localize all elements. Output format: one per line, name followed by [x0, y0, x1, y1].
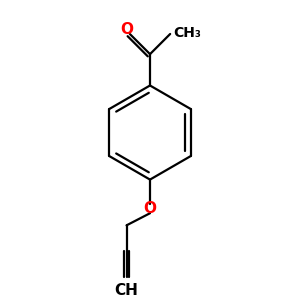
- Text: CH: CH: [115, 283, 139, 298]
- Text: CH₃: CH₃: [174, 26, 202, 40]
- Text: O: O: [120, 22, 133, 38]
- Text: O: O: [143, 201, 157, 216]
